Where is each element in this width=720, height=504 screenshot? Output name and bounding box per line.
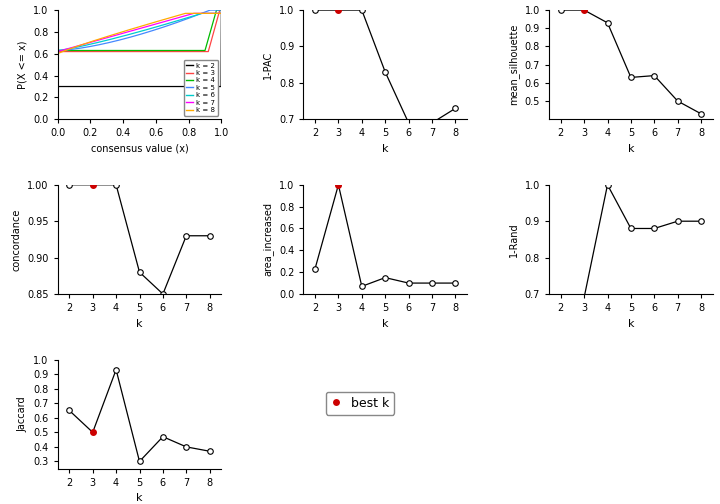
Y-axis label: 1-Rand: 1-Rand [509,222,519,257]
X-axis label: consensus value (x): consensus value (x) [91,144,189,154]
X-axis label: k: k [628,144,634,154]
X-axis label: k: k [136,319,143,329]
Y-axis label: 1-PAC: 1-PAC [264,50,274,79]
X-axis label: k: k [382,319,389,329]
Y-axis label: mean_silhouette: mean_silhouette [508,24,519,105]
Y-axis label: P(X <= x): P(X <= x) [18,40,27,89]
Legend: best k: best k [326,392,394,415]
X-axis label: k: k [382,144,389,154]
X-axis label: k: k [136,493,143,503]
Y-axis label: Jaccard: Jaccard [18,396,27,432]
Y-axis label: area_increased: area_increased [262,203,274,276]
Y-axis label: concordance: concordance [12,208,22,271]
Legend: k = 2, k = 3, k = 4, k = 5, k = 6, k = 7, k = 8: k = 2, k = 3, k = 4, k = 5, k = 6, k = 7… [184,60,218,116]
X-axis label: k: k [628,319,634,329]
